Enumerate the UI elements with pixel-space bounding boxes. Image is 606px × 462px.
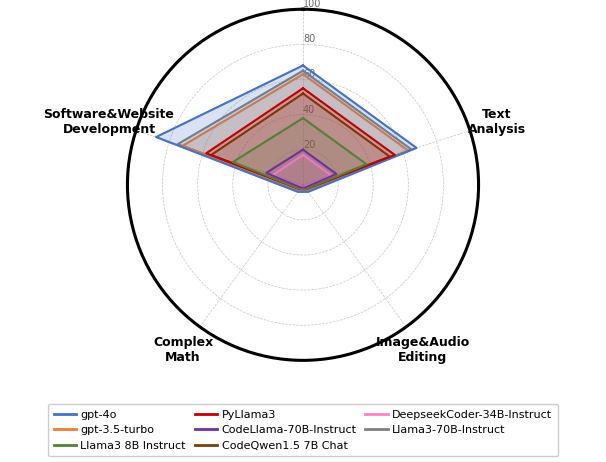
Polygon shape (211, 93, 390, 189)
Polygon shape (273, 155, 331, 188)
Polygon shape (233, 118, 367, 189)
Polygon shape (266, 150, 336, 188)
Polygon shape (178, 71, 411, 190)
Legend: gpt-4o, gpt-3.5-turbo, Llama3 8B Instruct, PyLlama3, CodeLlama-70B-Instruct, Cod: gpt-4o, gpt-3.5-turbo, Llama3 8B Instruc… (48, 404, 558, 456)
Polygon shape (206, 88, 395, 189)
Polygon shape (156, 66, 416, 192)
Polygon shape (183, 74, 408, 190)
